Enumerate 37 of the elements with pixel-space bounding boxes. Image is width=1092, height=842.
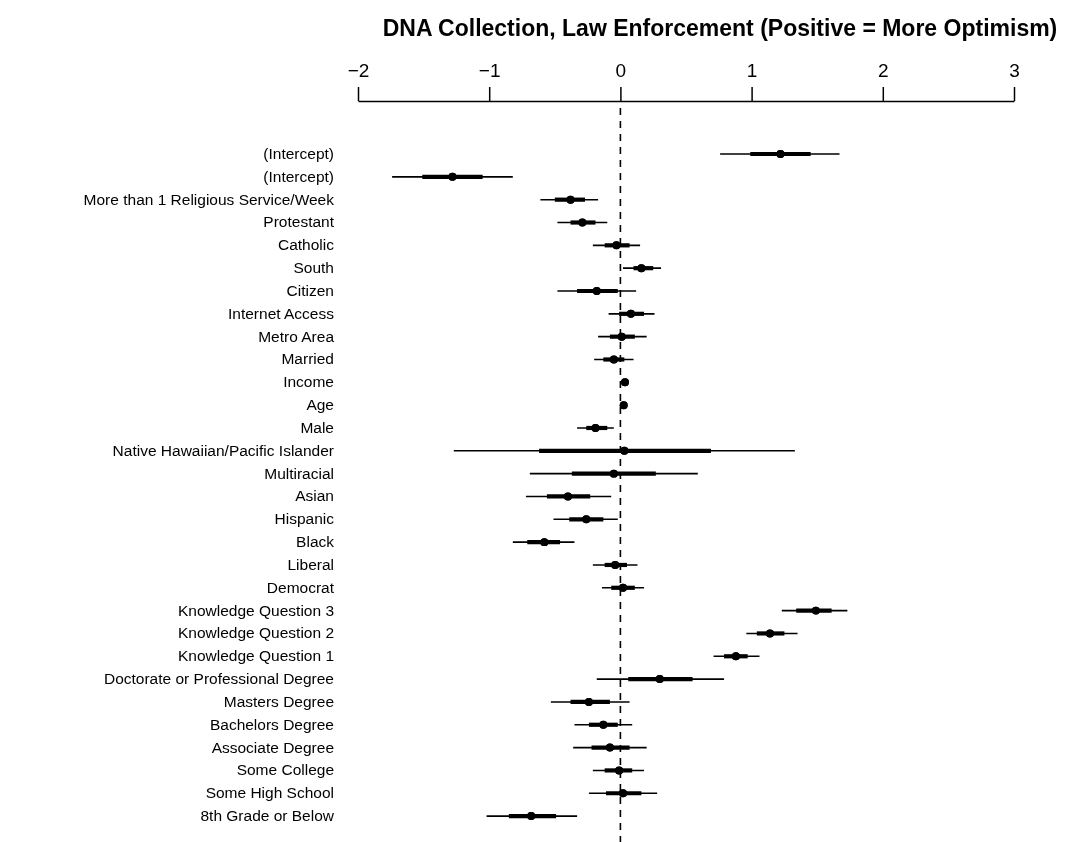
y-tick-label: Age — [306, 396, 334, 414]
y-tick-label: Democrat — [266, 578, 335, 596]
y-tick-label: Masters Degree — [223, 692, 334, 710]
y-tick-label: Doctorate or Professional Degree — [103, 670, 334, 688]
y-tick-label: More than 1 Religious Service/Week — [83, 190, 335, 208]
y-tick-label: 8th Grade or Below — [200, 807, 335, 825]
y-tick-label: South — [293, 259, 334, 277]
y-tick-label: Knowledge Question 2 — [178, 624, 334, 642]
y-tick-label: Married — [281, 350, 334, 368]
y-tick-label: Knowledge Question 3 — [178, 601, 334, 619]
y-tick-label: Male — [300, 418, 334, 436]
y-tick-label: Income — [283, 373, 334, 391]
y-tick-label: Catholic — [278, 236, 335, 254]
y-tick-label: Asian — [295, 487, 334, 505]
y-tick-label: (Intercept) — [263, 144, 334, 162]
y-tick-label: Internet Access — [228, 304, 335, 322]
x-tick-label: 3 — [1009, 60, 1020, 81]
y-tick-label: Bachelors Degree — [209, 715, 334, 733]
y-tick-label: Metro Area — [258, 327, 335, 345]
y-tick-label: Protestant — [263, 213, 335, 231]
y-tick-label: Hispanic — [274, 510, 335, 528]
y-tick-label: Liberal — [287, 555, 334, 573]
chart-title: DNA Collection, Law Enforcement (Positive = More Optimism) — [382, 15, 1058, 41]
y-tick-label: Knowledge Question 1 — [178, 647, 334, 665]
y-tick-label: Citizen — [286, 281, 334, 299]
y-tick-label: Some College — [236, 761, 334, 779]
y-tick-label: Native Hawaiian/Pacific Islander — [112, 441, 334, 459]
x-tick-label: −2 — [347, 60, 370, 81]
y-tick-label: Black — [296, 533, 335, 551]
x-tick-label: 2 — [878, 60, 889, 81]
y-tick-label: (Intercept) — [263, 167, 334, 185]
x-tick-label: 0 — [615, 60, 627, 81]
y-tick-label: Some High School — [205, 784, 334, 802]
y-tick-label: Multiracial — [264, 464, 334, 482]
x-tick-label: 1 — [746, 60, 758, 81]
x-tick-label: −1 — [478, 60, 501, 81]
y-tick-label: Associate Degree — [211, 738, 334, 756]
